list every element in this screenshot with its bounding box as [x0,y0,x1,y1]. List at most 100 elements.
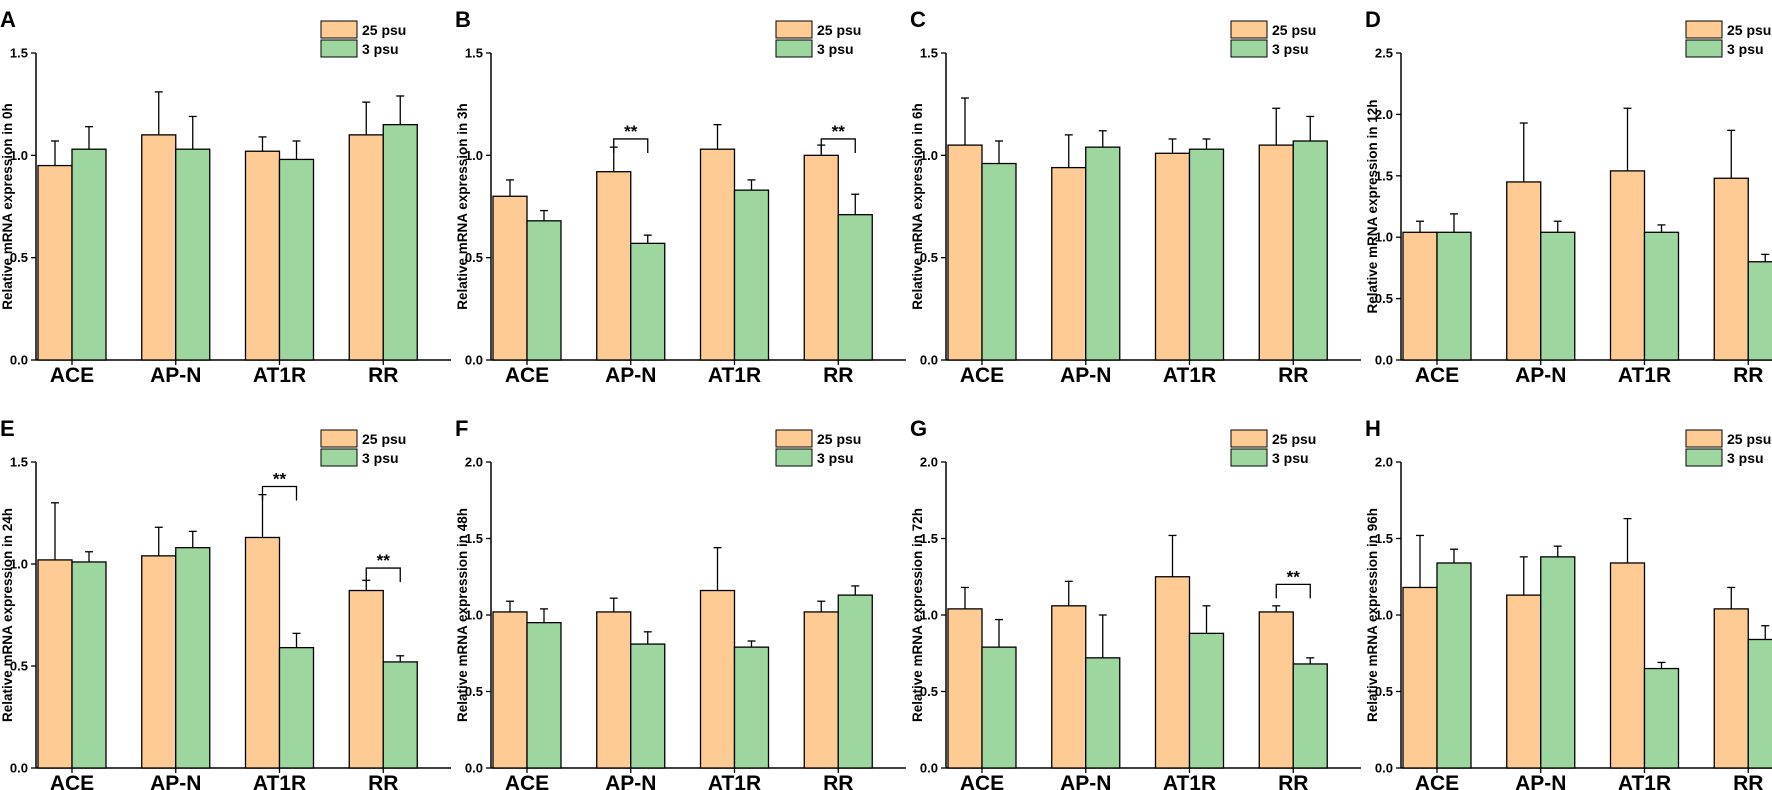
bar-series-b [733,646,770,769]
x-tick-label: AP-N [1060,772,1111,790]
y-tick-label: 1.5 [1375,531,1393,546]
y-tick-label: 0.0 [1375,353,1393,368]
x-tick-label: ACE [960,772,1004,790]
bar-series-a [244,536,281,769]
panel-g: G Relative mRNA expression in 72h 0.0 0.5 1.… [910,416,1361,790]
significance-bracket [613,138,649,153]
bar-series-a [803,154,839,361]
panel-label: H [1365,416,1381,441]
y-tick-label: 1.5 [920,531,938,546]
bar-series-b [630,643,666,769]
x-tick-label: AP-N [1060,364,1111,387]
y-tick-label: 0.5 [465,250,483,265]
bar-series-a [492,195,528,361]
bar-series-a [1154,152,1191,361]
bar-series-a [1506,594,1542,769]
y-tick-label: 0.5 [1375,291,1393,306]
x-tick-label: AT1R [1163,772,1216,790]
legend-label-series-b: 3 psu [1272,450,1309,466]
legend-label-series-a: 25 psu [362,22,406,38]
legend-label-series-b: 3 psu [817,41,854,57]
x-tick-label: AP-N [605,364,656,387]
bar-series-a [947,144,983,361]
significance-bracket [261,485,298,501]
y-axis-label: Relative mRNA expression in 0h [0,103,15,310]
y-tick-label: 0.5 [1375,684,1393,699]
legend-swatch-series-a [320,429,358,448]
bar-series-a [1609,170,1646,361]
bar-series-a [141,134,177,361]
bar-series-b [981,162,1017,361]
bar-series-a [141,555,177,769]
bar-series-b [733,189,770,361]
y-tick-label: 0.0 [10,761,28,776]
x-tick-label: AT1R [708,364,761,387]
legend-label-series-b: 3 psu [362,450,399,466]
x-tick-label: RR [368,364,398,387]
x-tick-label: AT1R [253,772,306,790]
x-tick-label: AP-N [150,364,201,387]
legend-swatch-series-a [1685,429,1723,448]
bar-series-b [1643,231,1680,361]
bar-series-b [1436,231,1472,361]
y-tick-label: 1.5 [1375,168,1393,183]
bar-series-a [37,164,73,361]
bar-series-b [1540,231,1576,361]
x-tick-label: AT1R [1618,364,1671,387]
bar-series-b [1292,140,1328,361]
bar-series-b [837,594,873,769]
x-tick-label: AT1R [708,772,761,790]
y-tick-label: 2.0 [465,455,483,470]
y-tick-label: 1.5 [10,46,28,61]
legend-swatch-series-a [320,20,358,39]
x-tick-label: ACE [50,772,94,790]
bar-series-a [348,589,384,769]
legend-swatch-series-b [775,448,813,467]
panel-e: E Relative mRNA expression in 24h 0.0 0.5 1.… [0,416,451,790]
bar-series-a [596,611,632,769]
legend-swatch-series-a [1685,20,1723,39]
bar-series-a [1402,231,1438,361]
y-tick-label: 0.5 [920,250,938,265]
panel-label: C [910,7,926,32]
bar-series-a [1713,608,1749,769]
bar-series-a [1402,586,1438,769]
bar-series-a [1258,611,1294,769]
y-tick-label: 2.5 [1375,46,1393,61]
y-tick-label: 0.0 [465,353,483,368]
bar-series-b [526,622,562,769]
panel-h: H Relative mRNA expression in 96h 0.0 0.5 1.… [1365,416,1772,790]
bar-series-a [492,611,528,769]
legend-label-series-a: 25 psu [817,22,861,38]
y-tick-label: 0.0 [920,353,938,368]
legend-swatch-series-a [775,20,813,39]
x-tick-label: ACE [1415,364,1459,387]
legend-swatch-series-b [1230,448,1268,467]
legend-label-series-a: 25 psu [1727,22,1771,38]
legend-swatch-series-a [775,429,813,448]
bar-series-a [1051,605,1087,769]
significance-label: ** [832,122,846,141]
y-tick-label: 1.0 [465,148,483,163]
y-tick-label: 1.0 [1375,230,1393,245]
y-tick-label: 1.0 [465,608,483,623]
legend-swatch-series-b [1230,39,1268,58]
legend-label-series-b: 3 psu [1727,41,1764,57]
bar-series-a [699,589,736,769]
y-axis-label: Relative mRNA expression in 72h [910,508,925,722]
bar-series-a [1713,177,1749,361]
significance-bracket [1275,583,1311,599]
x-tick-label: AP-N [150,772,201,790]
y-tick-label: 2.0 [920,455,938,470]
y-tick-label: 1.0 [10,148,28,163]
bar-series-a [596,171,632,361]
bar-series-b [1085,146,1121,361]
bar-series-b [1085,657,1121,769]
bar-series-b [1540,556,1576,769]
x-tick-label: RR [1278,364,1308,387]
x-tick-label: RR [1733,772,1763,790]
legend-label-series-b: 3 psu [1727,450,1764,466]
panel-d: D Relative mRNA expression in 12h 0.0 0.5 1.… [1365,7,1772,387]
bar-series-b [1188,632,1225,769]
y-tick-label: 1.0 [920,608,938,623]
